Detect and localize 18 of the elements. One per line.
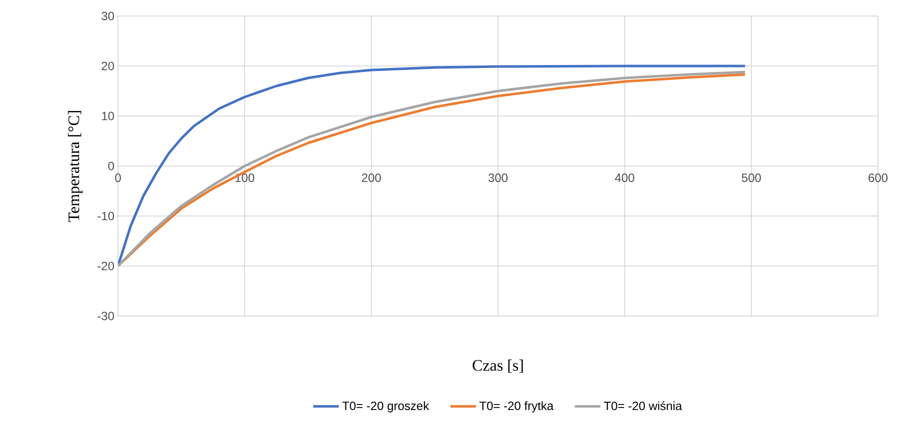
y-tick-label: 20 <box>102 62 114 70</box>
y-axis-title: Temperatura [°C] <box>68 111 82 222</box>
y-tick-label: -20 <box>98 262 114 270</box>
x-tick-label: 500 <box>742 174 761 182</box>
y-tick-label: 30 <box>102 12 114 20</box>
x-tick-label: 0 <box>115 174 121 182</box>
x-axis-title: Czas [s] <box>472 360 523 373</box>
x-tick-label: 200 <box>362 174 381 182</box>
y-tick-label: -10 <box>98 212 114 220</box>
legend-label: T0= -20 frytka <box>479 401 554 412</box>
x-tick-label: 600 <box>868 174 888 182</box>
y-tick-label: 10 <box>102 112 114 120</box>
y-tick-label: 0 <box>108 162 114 170</box>
legend-label: T0= -20 groszek <box>342 401 430 412</box>
y-tick-label: -30 <box>98 312 114 320</box>
x-tick-label: 400 <box>614 174 634 182</box>
legend-label: T0= -20 wiśnia <box>604 401 682 410</box>
x-tick-label: 300 <box>488 174 508 182</box>
